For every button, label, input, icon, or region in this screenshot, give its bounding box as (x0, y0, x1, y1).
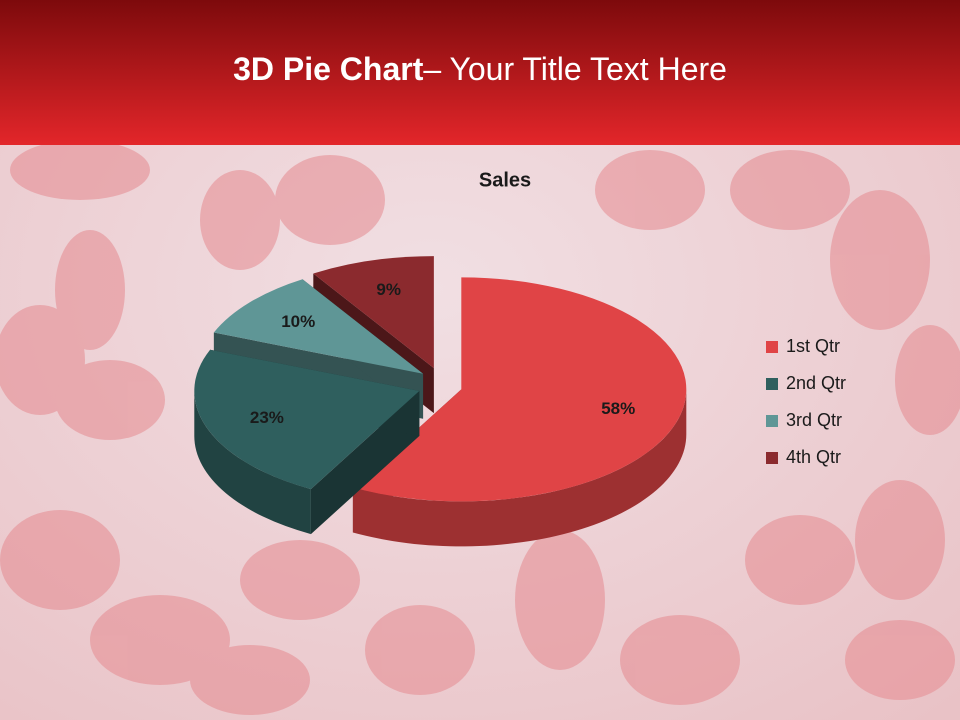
data-label: 58% (601, 399, 635, 418)
legend: 1st Qtr 2nd Qtr 3rd Qtr 4th Qtr (766, 336, 846, 467)
legend-label: 3rd Qtr (786, 410, 842, 430)
data-label: 10% (281, 312, 315, 331)
legend-label: 4th Qtr (786, 447, 841, 467)
legend-swatch (766, 341, 778, 353)
slice (194, 349, 420, 490)
slice (352, 277, 687, 502)
data-label: 23% (250, 408, 284, 427)
pie (194, 256, 687, 547)
legend-swatch (766, 452, 778, 464)
data-labels: 58% 23% 10% 9% (250, 280, 635, 427)
slice (313, 256, 434, 369)
slide-title-bold: 3D Pie Chart (233, 51, 424, 87)
legend-label: 1st Qtr (786, 336, 840, 356)
slice-side (194, 390, 311, 535)
legend-swatch (766, 378, 778, 390)
data-label: 9% (376, 280, 401, 299)
slide-title: 3D Pie Chart– Your Title Text Here (233, 51, 727, 87)
slice-side (352, 389, 687, 547)
chart-title: Sales (479, 169, 531, 191)
header-band (0, 0, 960, 145)
slide-title-rest: – Your Title Text Here (423, 51, 727, 87)
slice (213, 279, 424, 374)
background-cells (0, 140, 960, 715)
legend-swatch (766, 415, 778, 427)
legend-label: 2nd Qtr (786, 373, 846, 393)
